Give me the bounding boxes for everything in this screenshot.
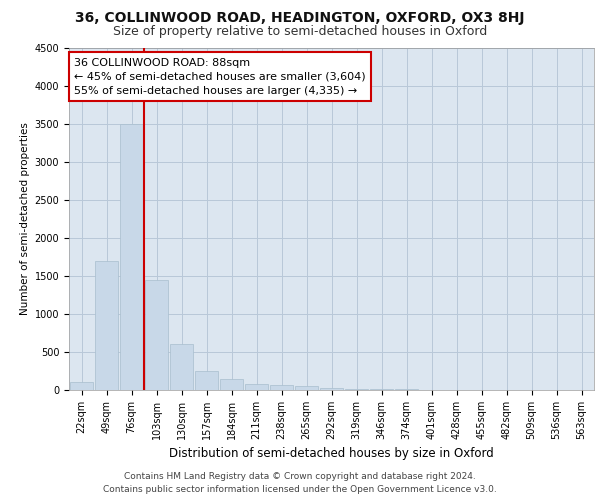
Text: Contains public sector information licensed under the Open Government Licence v3: Contains public sector information licen… bbox=[103, 485, 497, 494]
Bar bbox=[70, 382, 93, 390]
Bar bbox=[370, 389, 393, 390]
Bar bbox=[270, 384, 293, 390]
Bar bbox=[220, 378, 243, 390]
X-axis label: Distribution of semi-detached houses by size in Oxford: Distribution of semi-detached houses by … bbox=[169, 448, 494, 460]
Text: Contains HM Land Registry data © Crown copyright and database right 2024.: Contains HM Land Registry data © Crown c… bbox=[124, 472, 476, 481]
Bar bbox=[95, 260, 118, 390]
Bar bbox=[120, 124, 143, 390]
Bar bbox=[320, 388, 343, 390]
Bar bbox=[345, 389, 368, 390]
Y-axis label: Number of semi-detached properties: Number of semi-detached properties bbox=[20, 122, 31, 315]
Bar bbox=[170, 344, 193, 390]
Text: Size of property relative to semi-detached houses in Oxford: Size of property relative to semi-detach… bbox=[113, 25, 487, 38]
Bar bbox=[245, 384, 268, 390]
Text: 36 COLLINWOOD ROAD: 88sqm
← 45% of semi-detached houses are smaller (3,604)
55% : 36 COLLINWOOD ROAD: 88sqm ← 45% of semi-… bbox=[74, 58, 366, 96]
Bar bbox=[195, 371, 218, 390]
Text: 36, COLLINWOOD ROAD, HEADINGTON, OXFORD, OX3 8HJ: 36, COLLINWOOD ROAD, HEADINGTON, OXFORD,… bbox=[75, 11, 525, 25]
Bar bbox=[295, 386, 318, 390]
Bar bbox=[145, 280, 168, 390]
